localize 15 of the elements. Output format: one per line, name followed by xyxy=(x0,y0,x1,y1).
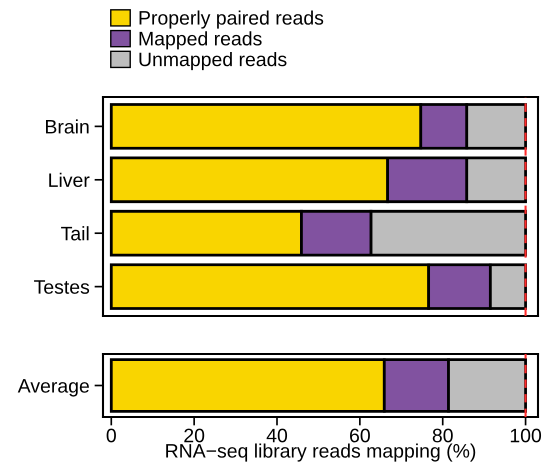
y-tick-label: Brain xyxy=(46,119,89,134)
y-tick-label: Testes xyxy=(34,280,90,294)
x-tick-label: 80 xyxy=(432,428,453,442)
x-tick-label: 20 xyxy=(184,428,204,442)
legend-label: Properly paired reads xyxy=(140,10,324,29)
x-tick-label: 0 xyxy=(106,428,116,442)
x-tick-label: 100 xyxy=(510,428,542,442)
y-tick-label: Average xyxy=(18,379,89,397)
y-tick-label: Liver xyxy=(49,172,90,188)
x-axis-title: RNA−seq library reads mapping (%) xyxy=(166,443,476,462)
y-tick-label: Tail xyxy=(61,226,89,240)
legend-label: Mapped reads xyxy=(140,31,262,50)
x-tick-label: 40 xyxy=(266,428,288,442)
x-tick-label: 60 xyxy=(350,428,370,442)
legend-label: Unmapped reads xyxy=(140,52,286,70)
